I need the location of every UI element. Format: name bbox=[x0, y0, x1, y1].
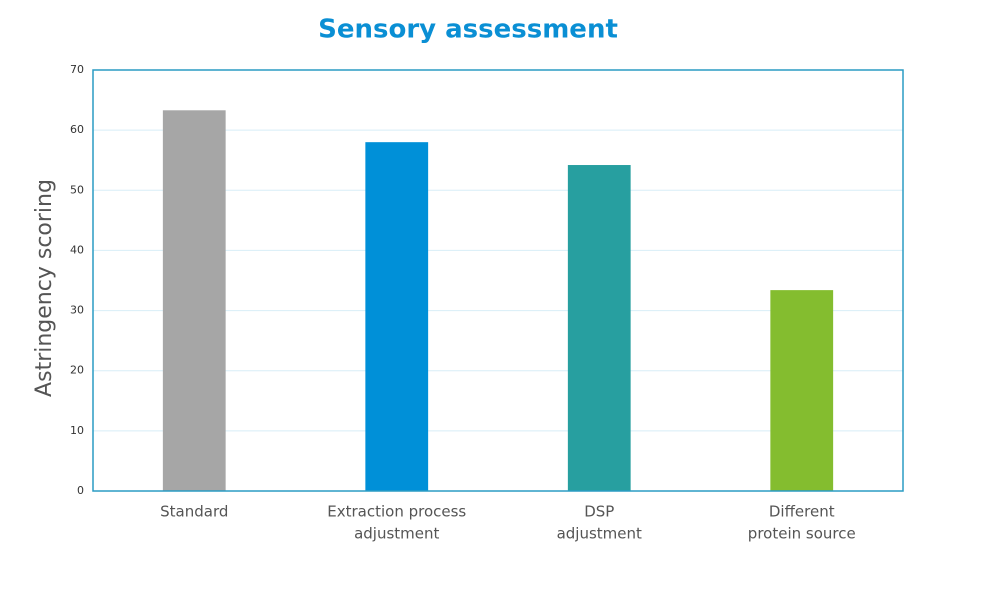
y-tick-label: 70 bbox=[70, 63, 84, 76]
y-tick-label: 10 bbox=[70, 424, 84, 437]
y-tick-label: 0 bbox=[77, 484, 84, 497]
y-axis-label: Astringency scoring bbox=[32, 179, 57, 397]
bar bbox=[365, 142, 429, 491]
x-tick-label: Different bbox=[769, 503, 835, 521]
bar bbox=[770, 290, 834, 491]
y-tick-label: 40 bbox=[70, 243, 84, 256]
chart-title: Sensory assessment bbox=[318, 15, 618, 45]
bar bbox=[162, 110, 226, 491]
y-tick-label: 50 bbox=[70, 183, 84, 196]
x-tick-label: protein source bbox=[748, 525, 856, 543]
y-tick-label: 20 bbox=[70, 364, 84, 377]
x-tick-label: adjustment bbox=[354, 525, 439, 543]
x-tick-label: adjustment bbox=[557, 525, 642, 543]
x-tick-label: Extraction process bbox=[327, 503, 466, 521]
x-tick-label: Standard bbox=[160, 503, 228, 521]
y-tick-label: 30 bbox=[70, 304, 84, 317]
y-tick-label: 60 bbox=[70, 123, 84, 136]
plot-frame bbox=[92, 69, 904, 492]
bar bbox=[567, 165, 631, 492]
x-tick-label: DSP bbox=[584, 503, 614, 521]
